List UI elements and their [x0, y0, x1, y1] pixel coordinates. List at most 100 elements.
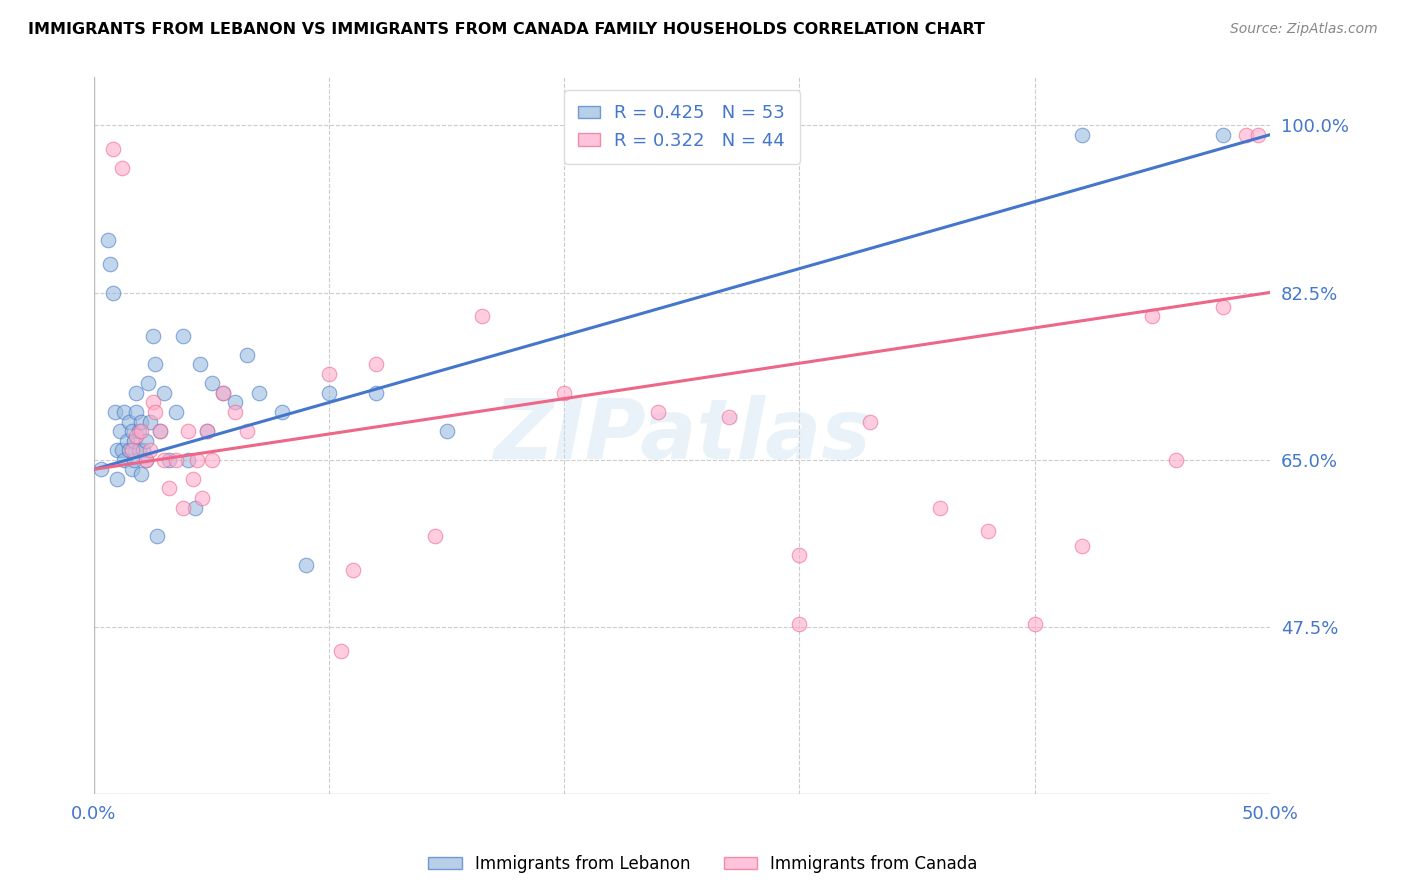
Point [789, 617, 811, 632]
Point [153, 452, 176, 467]
Text: IMMIGRANTS FROM LEBANON VS IMMIGRANTS FROM CANADA FAMILY HOUSEHOLDS CORRELATION : IMMIGRANTS FROM LEBANON VS IMMIGRANTS FR… [28, 22, 986, 37]
Point [118, 443, 141, 458]
Point [236, 424, 259, 438]
Point [101, 285, 124, 300]
Point [128, 443, 150, 458]
Point [125, 385, 148, 400]
Point [165, 452, 187, 467]
Point [129, 415, 152, 429]
Text: Source: ZipAtlas.com: Source: ZipAtlas.com [1230, 22, 1378, 37]
Point [1212, 128, 1234, 142]
Point [471, 310, 494, 324]
Point [188, 357, 211, 371]
Point [146, 529, 169, 543]
Point [129, 424, 152, 438]
Point [929, 500, 952, 515]
Point [1070, 539, 1092, 553]
Point [101, 142, 124, 156]
Point [423, 529, 446, 543]
Point [129, 467, 152, 482]
Point [107, 443, 129, 458]
Point [118, 415, 141, 429]
Point [122, 434, 145, 448]
Point [132, 443, 155, 458]
Point [177, 452, 200, 467]
Point [1070, 128, 1092, 142]
Point [157, 452, 180, 467]
Point [195, 424, 218, 438]
Point [1212, 300, 1234, 314]
Point [224, 405, 246, 419]
Point [366, 357, 388, 371]
Point [212, 385, 235, 400]
Point [1247, 128, 1270, 142]
Point [553, 385, 575, 400]
Point [271, 405, 294, 419]
Point [1140, 310, 1163, 324]
Point [247, 385, 270, 400]
Point [342, 563, 364, 577]
Point [436, 424, 458, 438]
Point [139, 415, 162, 429]
Point [135, 434, 157, 448]
Point [236, 348, 259, 362]
Point [1234, 128, 1257, 142]
Point [121, 424, 143, 438]
Point [172, 328, 194, 343]
Point [1164, 452, 1187, 467]
Point [122, 452, 145, 467]
Point [135, 452, 157, 467]
Point [212, 385, 235, 400]
Point [329, 644, 352, 658]
Point [114, 405, 136, 419]
Legend: Immigrants from Lebanon, Immigrants from Canada: Immigrants from Lebanon, Immigrants from… [422, 848, 984, 880]
Point [717, 409, 740, 424]
Point [136, 376, 159, 391]
Text: ZIPatlas: ZIPatlas [494, 395, 870, 476]
Point [100, 257, 122, 271]
Point [135, 452, 157, 467]
Point [859, 415, 882, 429]
Point [143, 357, 166, 371]
Point [90, 462, 112, 476]
Point [121, 462, 143, 476]
Point [294, 558, 316, 572]
Point [104, 405, 127, 419]
Point [125, 429, 148, 443]
Point [108, 424, 131, 438]
Point [111, 443, 134, 458]
Point [142, 328, 165, 343]
Point [184, 500, 207, 515]
Point [191, 491, 214, 505]
Point [200, 452, 222, 467]
Point [149, 424, 172, 438]
Point [114, 452, 136, 467]
Point [1024, 617, 1046, 632]
Point [142, 395, 165, 409]
Point [195, 424, 218, 438]
Point [224, 395, 246, 409]
Point [115, 434, 138, 448]
Point [111, 161, 134, 176]
Point [172, 500, 194, 515]
Point [157, 482, 180, 496]
Point [139, 443, 162, 458]
Point [181, 472, 204, 486]
Legend: R = 0.425   N = 53, R = 0.322   N = 44: R = 0.425 N = 53, R = 0.322 N = 44 [564, 90, 800, 164]
Point [186, 452, 208, 467]
Point [318, 385, 340, 400]
Point [143, 405, 166, 419]
Point [366, 385, 388, 400]
Point [647, 405, 669, 419]
Point [97, 233, 120, 247]
Point [318, 367, 340, 381]
Point [121, 443, 143, 458]
Point [200, 376, 222, 391]
Point [125, 405, 148, 419]
Point [177, 424, 200, 438]
Point [789, 549, 811, 563]
Point [976, 524, 998, 539]
Point [107, 472, 129, 486]
Point [153, 385, 176, 400]
Point [149, 424, 172, 438]
